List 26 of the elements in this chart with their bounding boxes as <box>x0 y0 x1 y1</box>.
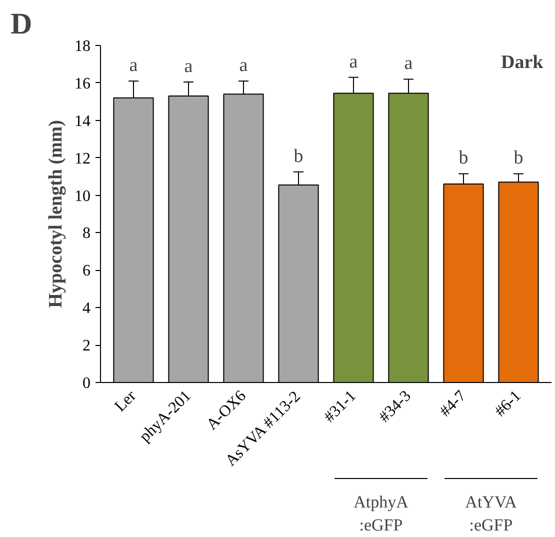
annotation: a <box>129 55 138 76</box>
text: AtphyA :eGFP <box>354 492 410 534</box>
y-tick-label: 4 <box>82 300 90 318</box>
x-tick-label: #4-7 <box>436 387 470 420</box>
annotation: b <box>458 148 468 169</box>
text: AtYVA :eGFP <box>465 492 518 534</box>
annotation: b <box>294 146 304 167</box>
annotation: a <box>239 55 248 76</box>
annotation: Dark <box>501 52 544 73</box>
annotation: b <box>514 148 524 169</box>
y-tick-label: 14 <box>74 112 90 130</box>
y-axis-title: Hypocotyl length (mm) <box>46 120 66 308</box>
y-tick-label: 2 <box>82 338 90 355</box>
x-tick-label: #6-1 <box>492 387 525 420</box>
y-tick-label: 6 <box>82 262 90 280</box>
annotation: a <box>349 51 358 72</box>
y-tick-label: 10 <box>74 188 90 205</box>
annotation: a <box>184 56 194 78</box>
y-tick-label: 8 <box>82 225 90 242</box>
y-tick-label: 12 <box>74 150 90 168</box>
chart-title: D <box>10 8 32 40</box>
annotation: a <box>404 53 414 74</box>
x-tick-label: Ler <box>112 387 140 416</box>
y-tick-label: 0 <box>82 375 90 392</box>
y-tick-label: 18 <box>74 38 90 55</box>
y-tick-label: 16 <box>74 75 90 92</box>
